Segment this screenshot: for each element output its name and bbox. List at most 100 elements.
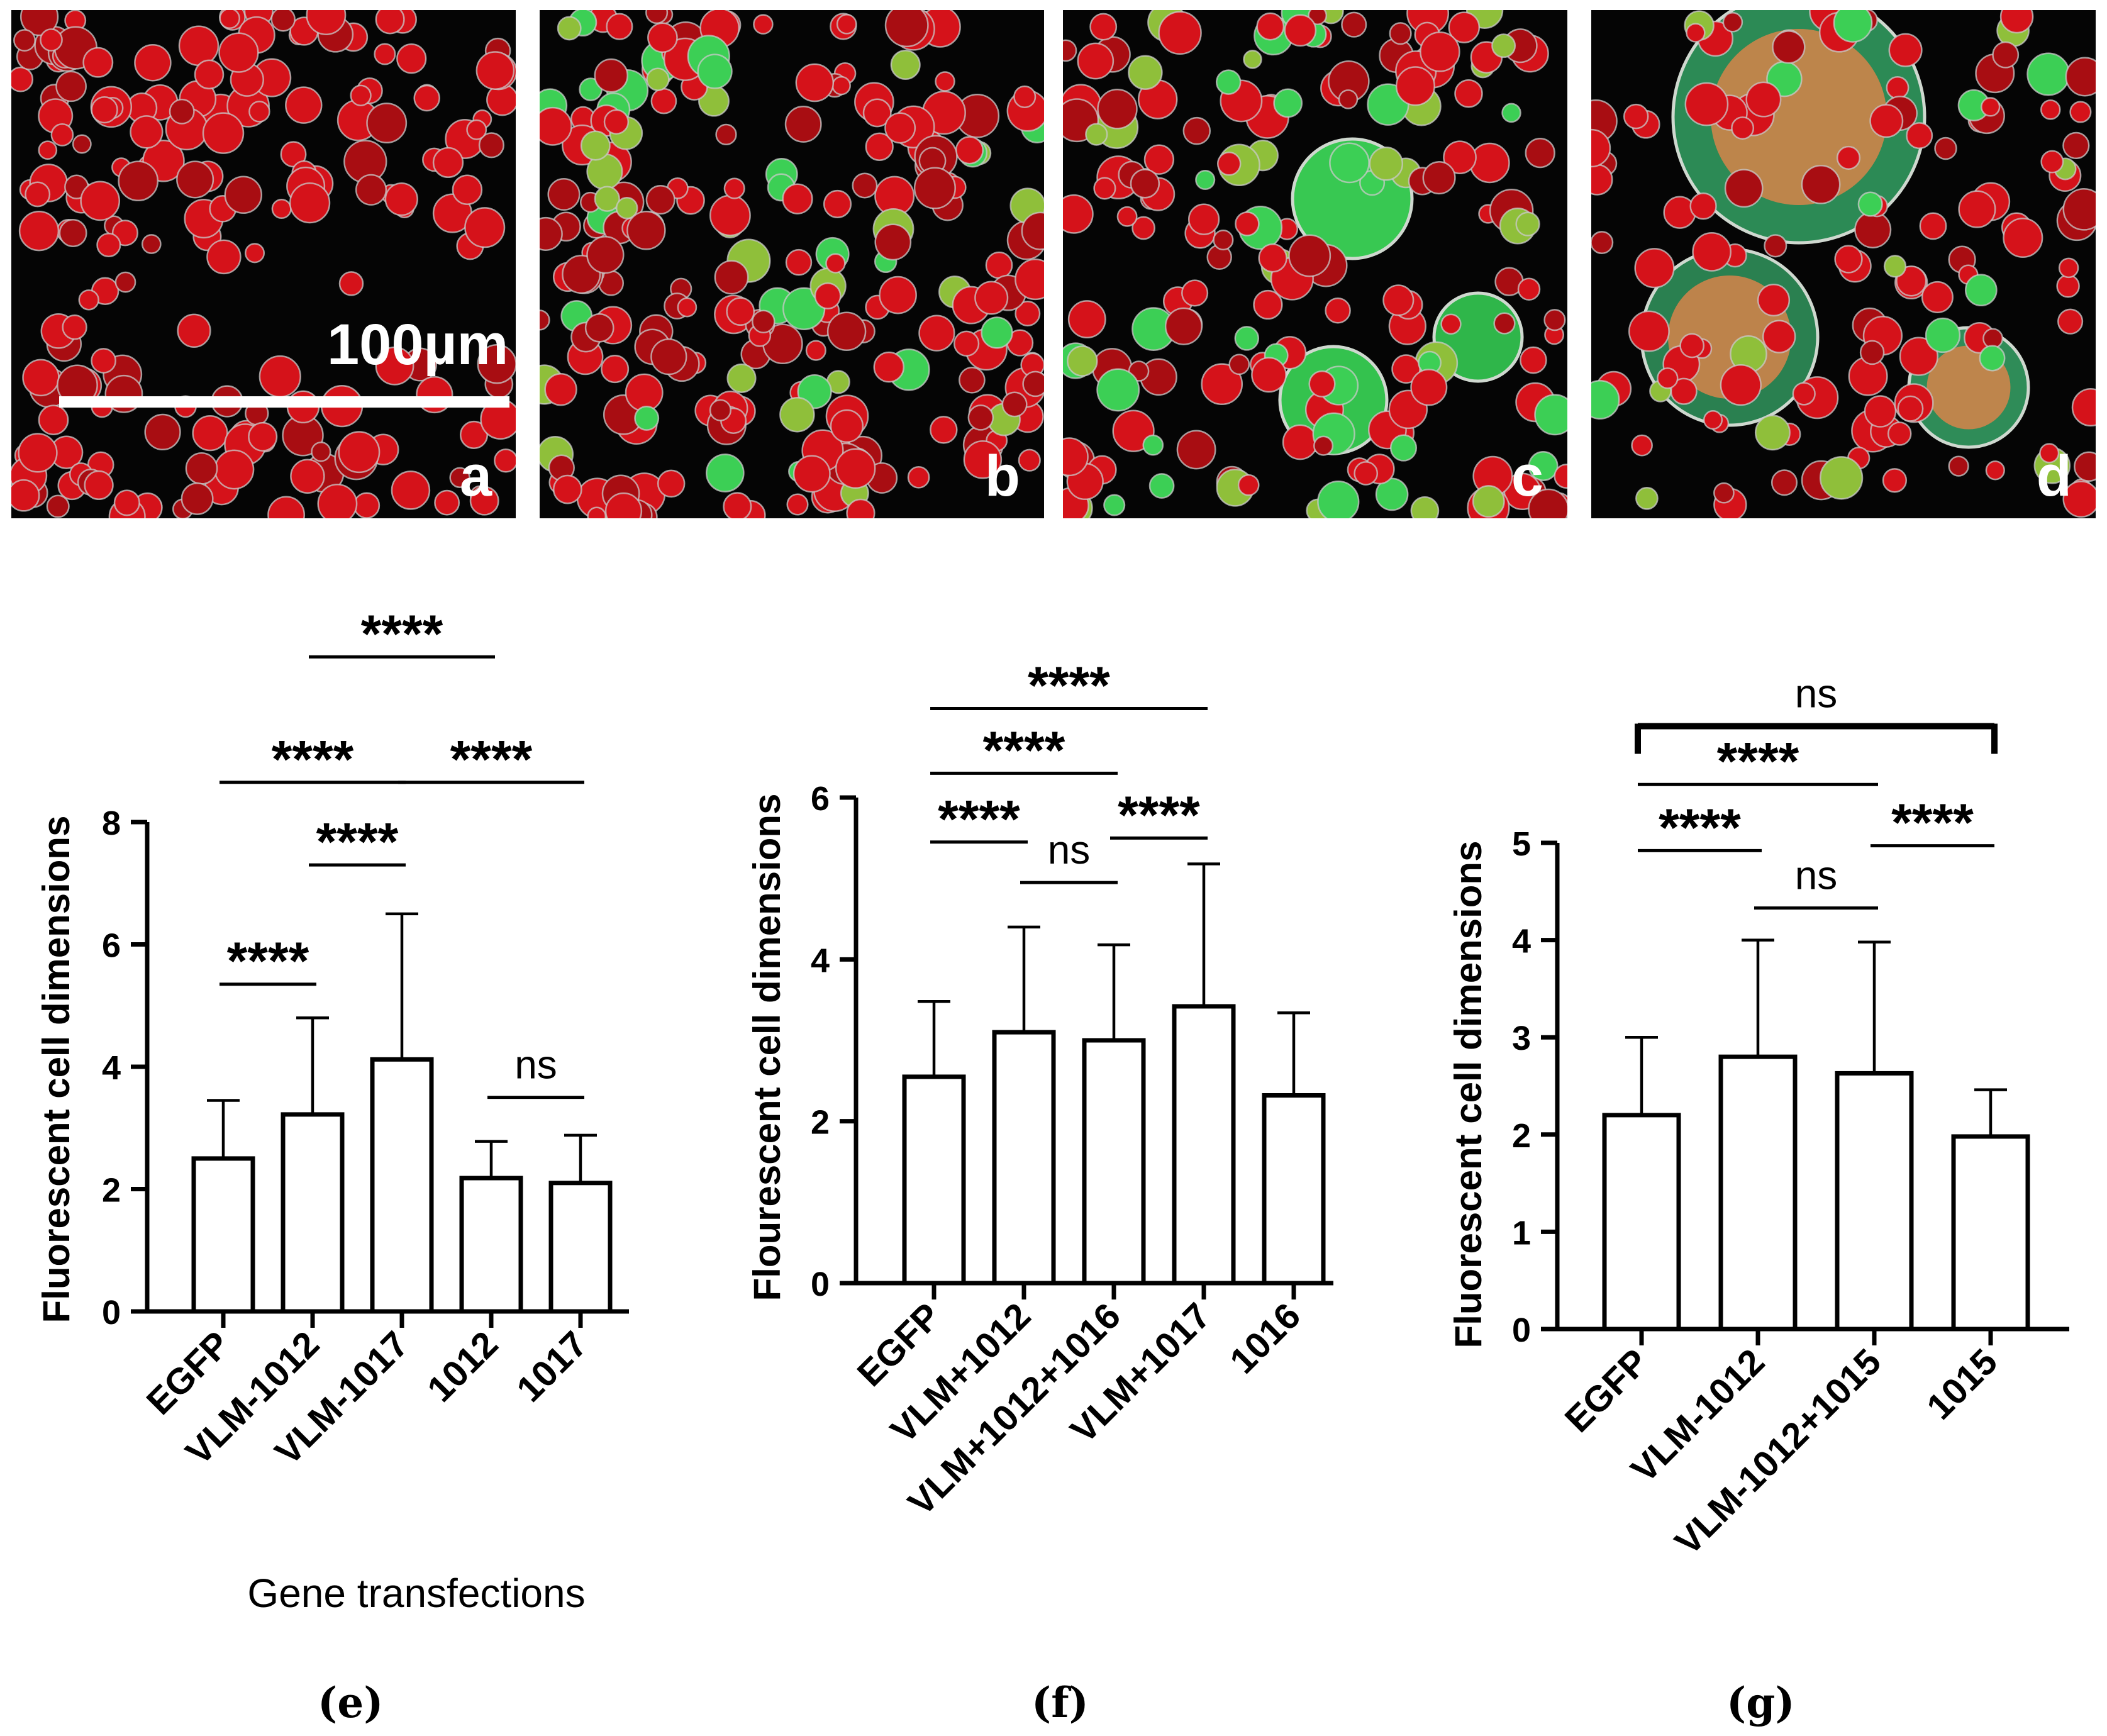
cell [219,10,240,30]
cell [1228,353,1250,376]
cell [194,59,225,90]
y-tick-label: 2 [1512,1117,1531,1155]
cell [118,160,159,202]
cell [1897,395,1924,422]
cell [918,314,955,352]
cell [1389,434,1418,462]
cell [375,10,405,35]
cell [338,431,381,474]
cell [646,67,670,91]
cell [2062,131,2090,160]
y-tick-label: 2 [102,1172,121,1210]
cell [1869,104,1904,138]
cell [830,409,864,443]
cell [1420,31,1460,72]
cell [464,207,506,248]
cell [981,316,1013,349]
cell [177,313,211,348]
caption-f: (f) [1031,1678,1089,1727]
cell [1015,301,1041,326]
y-tick-label: 4 [811,942,830,979]
cell [1213,230,1234,251]
bar [992,1030,1056,1286]
cell [714,260,749,295]
cell [1679,333,1705,359]
cell [1338,89,1359,109]
cell [1925,317,1961,353]
cell [449,467,470,488]
cell [1195,169,1216,191]
cell [1958,190,1996,228]
cell [1410,369,1448,406]
cell [1422,161,1456,195]
significance-label: ns [514,1042,557,1088]
y-tick-label: 4 [1512,923,1531,960]
cell [40,28,63,52]
caption-g: (g) [1726,1678,1795,1727]
cell [2057,308,2084,335]
cell [13,29,36,52]
y-tick-label: 6 [811,780,830,818]
cell [1882,468,1908,493]
cell [2058,257,2079,279]
cell [1096,368,1140,412]
cell [726,363,757,393]
cell [18,211,60,252]
significance-label: **** [938,789,1020,849]
cell [434,489,460,516]
significance-label: **** [1891,793,1974,852]
cell [375,346,414,386]
significance-label: ns [1795,853,1838,898]
cell [91,96,118,124]
cell [1520,346,1547,374]
cell [1085,123,1108,146]
y-tick-label: 8 [102,804,121,842]
cell [709,399,731,421]
cell [584,313,614,343]
cell [1067,345,1098,377]
cell [594,58,628,93]
cell [884,10,929,48]
micrograph-c-cells [1063,10,1567,518]
cell [1288,234,1331,277]
bar [1718,1054,1798,1332]
cell [289,182,331,224]
cell [181,482,214,515]
cell [2003,217,2043,259]
cell [1443,140,1477,175]
cell [835,448,876,489]
cell [1131,216,1155,240]
cell [1130,169,1160,199]
cell [1703,410,1723,430]
cell [1369,147,1404,181]
cell [311,442,331,462]
cell [1722,12,1743,33]
cell [626,211,666,250]
cell [1089,13,1118,41]
panel-letter-c: c [1511,444,1543,508]
cell [1762,320,1796,353]
cell [865,132,894,161]
micrograph-a: 100µm a [11,10,516,518]
cell [130,115,164,149]
cell [1525,137,1555,169]
cell [1097,89,1138,130]
scale-bar [59,396,509,408]
y-axis-title: Fluorescent cell dimensions [1447,841,1489,1349]
cell [72,134,92,154]
cell [604,492,643,518]
cell [1448,11,1481,43]
cell [1948,455,1969,477]
cell [25,181,51,208]
cell [580,130,611,161]
cell [1554,464,1567,489]
cell [2040,150,2064,174]
cell [82,47,114,78]
cell [1103,494,1126,516]
cell [38,404,69,436]
cell [2062,481,2096,518]
cell [1517,277,1541,301]
cell [459,420,489,449]
cell [1543,309,1566,331]
